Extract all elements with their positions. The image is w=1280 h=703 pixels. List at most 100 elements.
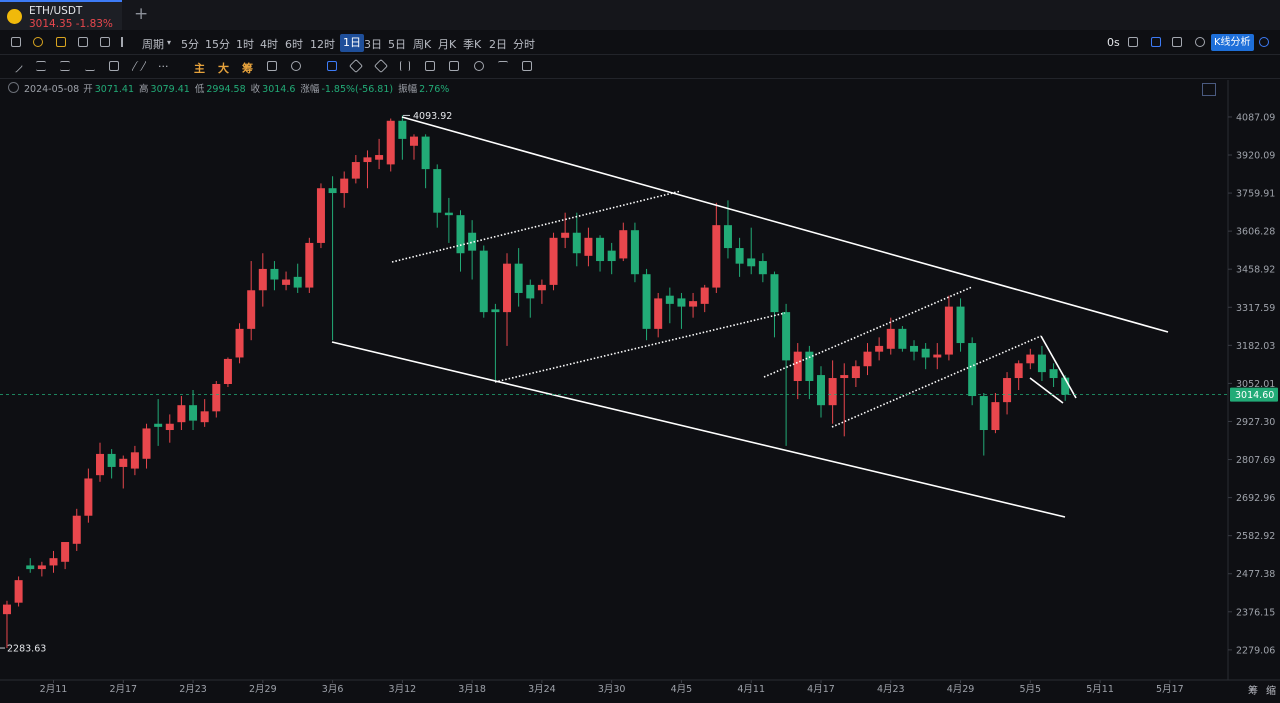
icon[interactable] (121, 37, 131, 47)
period-button[interactable]: 3日 (364, 38, 382, 51)
candle-body (119, 458, 128, 467)
corner-button[interactable]: 缩 (1266, 686, 1276, 697)
period-button[interactable]: 2日 (489, 38, 507, 51)
period-button[interactable]: 15分 (205, 38, 230, 51)
candle-body (886, 328, 895, 349)
candle-body (433, 169, 442, 213)
last-price-box (1230, 387, 1278, 402)
icon[interactable] (1195, 37, 1205, 47)
icon[interactable] (1259, 37, 1269, 47)
icon[interactable] (56, 37, 66, 47)
info-label: 低 (194, 84, 205, 95)
icon[interactable] (1128, 37, 1138, 47)
y-tick-label: 3920.09 (1236, 151, 1275, 162)
period-button[interactable]: 季K (463, 38, 482, 51)
icon[interactable] (109, 61, 119, 71)
period-button[interactable]: 月K (438, 38, 457, 51)
corner-button[interactable]: 筹 (1248, 686, 1258, 697)
indicator-button[interactable]: 主 (194, 62, 205, 75)
candle-body (840, 375, 849, 379)
candle-body (258, 268, 267, 291)
y-tick-label: 4087.09 (1236, 112, 1275, 123)
period-button[interactable]: 1日 (340, 34, 364, 52)
candle-body (979, 396, 988, 431)
icon[interactable] (373, 58, 389, 74)
candle-body (1061, 377, 1070, 395)
icon[interactable] (1151, 37, 1161, 47)
candles (2, 115, 1070, 649)
candle-body (351, 162, 360, 179)
indicator-button[interactable]: 大 (218, 62, 229, 75)
candle-body (910, 345, 919, 352)
icon[interactable] (400, 61, 410, 71)
candle-body (503, 263, 512, 313)
candle-body (212, 384, 221, 412)
trend-line (494, 312, 786, 383)
more[interactable]: ··· (158, 60, 169, 73)
trend-line (391, 190, 682, 263)
candle-body (130, 452, 139, 469)
icon[interactable] (522, 61, 532, 71)
icon[interactable] (267, 61, 277, 71)
y-tick-label: 2279.06 (1236, 645, 1275, 656)
candle-body (921, 348, 930, 358)
symbol-tab[interactable]: ETH/USDT 3014.35 -1.83% (0, 0, 122, 30)
info-value: 3014.6 (262, 84, 296, 95)
period-button[interactable]: 12时 (310, 38, 335, 51)
icon[interactable] (327, 61, 337, 71)
period-button[interactable]: 分时 (513, 38, 535, 51)
icon[interactable] (11, 37, 21, 47)
trend-lines (331, 116, 1169, 518)
candle-body (665, 295, 674, 304)
corner-buttons: 筹缩 (1248, 682, 1280, 697)
icon[interactable] (449, 61, 459, 71)
period-button[interactable]: 5分 (181, 38, 199, 51)
toggle-icon[interactable] (8, 82, 19, 93)
info-label: 开 (83, 84, 93, 95)
y-tick-label: 2582.92 (1236, 531, 1275, 542)
icon[interactable] (100, 37, 110, 47)
icon[interactable] (291, 61, 301, 71)
period-button[interactable]: 1时 (236, 38, 254, 51)
candle-body (84, 478, 93, 516)
period-button[interactable]: 周K (413, 38, 432, 51)
x-tick-label: 2月23 (179, 684, 207, 695)
period-button[interactable]: 6时 (285, 38, 303, 51)
x-tick-label: 4月11 (737, 684, 765, 695)
icon[interactable] (85, 61, 95, 71)
y-tick-label: 2692.96 (1236, 493, 1275, 504)
candle-body (2, 604, 11, 615)
icon[interactable] (1172, 37, 1182, 47)
axes: 4087.09 3920.09 3759.91 3606.28 3458.92 3317.… (0, 111, 1278, 695)
icon[interactable] (8, 58, 24, 74)
period-menu[interactable]: 周期 (142, 38, 164, 51)
candle-body (770, 274, 779, 313)
icon[interactable] (60, 61, 70, 71)
icon[interactable] (33, 37, 43, 47)
low-label: 2283.63 (7, 644, 46, 655)
icon[interactable] (474, 61, 484, 71)
candle-body (282, 279, 291, 285)
candle-body (526, 284, 535, 299)
period-button[interactable]: 5日 (388, 38, 406, 51)
period-button[interactable]: 4时 (260, 38, 278, 51)
analysis-button[interactable]: K线分析 (1211, 34, 1254, 51)
icon[interactable] (348, 58, 364, 74)
chart: 4087.09 3920.09 3759.91 3606.28 3458.92 3317.… (0, 80, 1280, 695)
indicator-button[interactable]: 筹 (242, 62, 253, 75)
fullscreen-icon[interactable] (1202, 83, 1216, 96)
add-tab[interactable]: + (134, 4, 149, 24)
x-tick-label: 4月5 (671, 684, 693, 695)
icon[interactable] (131, 61, 147, 71)
icon[interactable] (78, 37, 88, 47)
candle-body (549, 237, 558, 285)
candle-body (619, 230, 628, 259)
icon[interactable] (425, 61, 435, 71)
x-tick-label: 3月6 (322, 684, 344, 695)
candle-body (630, 230, 639, 275)
candle-body (456, 215, 465, 254)
icon[interactable] (36, 61, 46, 71)
candle-body (328, 188, 337, 194)
icon[interactable] (498, 61, 508, 71)
trend-line (763, 286, 973, 378)
